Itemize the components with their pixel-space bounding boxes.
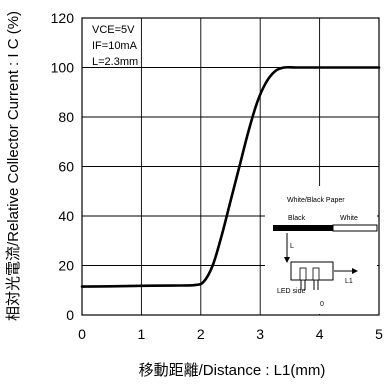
condition-vce: VCE=5V bbox=[92, 24, 135, 36]
inset-sensor-body bbox=[291, 262, 333, 280]
condition-l: L=2.3mm bbox=[92, 56, 138, 68]
inset-white-label: White bbox=[340, 215, 358, 222]
inset-l-label: L bbox=[290, 243, 294, 250]
y-axis-label: 相対光電流/Relative Collector Current : I C (… bbox=[5, 11, 22, 321]
inset-white-strip bbox=[333, 225, 377, 231]
measurement-inset: White/Black Paper Black White L L1 LED s… bbox=[265, 186, 377, 314]
inset-l1-label: L1 bbox=[345, 278, 353, 285]
x-tick-label: 1 bbox=[138, 326, 146, 342]
y-tick-label: 80 bbox=[58, 109, 74, 125]
y-tick-label: 0 bbox=[66, 307, 74, 323]
inset-zero-label: 0 bbox=[320, 301, 324, 308]
inset-led-label: LED side bbox=[277, 288, 306, 295]
inset-sensor-element bbox=[313, 268, 319, 280]
x-tick-label: 5 bbox=[375, 326, 383, 342]
y-tick-label: 40 bbox=[58, 208, 74, 224]
x-tick-label: 0 bbox=[78, 326, 86, 342]
x-tick-label: 4 bbox=[316, 326, 324, 342]
y-tick-label: 60 bbox=[58, 159, 74, 175]
x-tick-label: 2 bbox=[197, 326, 205, 342]
y-tick-label: 20 bbox=[58, 258, 74, 274]
condition-if: IF=10mA bbox=[92, 40, 138, 52]
inset-led-element bbox=[300, 268, 306, 280]
inset-paper-label: White/Black Paper bbox=[287, 197, 345, 204]
inset-black-label: Black bbox=[288, 215, 306, 222]
y-tick-label: 120 bbox=[51, 10, 75, 26]
y-tick-label: 100 bbox=[51, 60, 75, 76]
inset-black-strip bbox=[273, 225, 333, 231]
x-axis-label: 移動距離/Distance : L1(mm) bbox=[139, 361, 326, 379]
x-tick-label: 3 bbox=[256, 326, 264, 342]
